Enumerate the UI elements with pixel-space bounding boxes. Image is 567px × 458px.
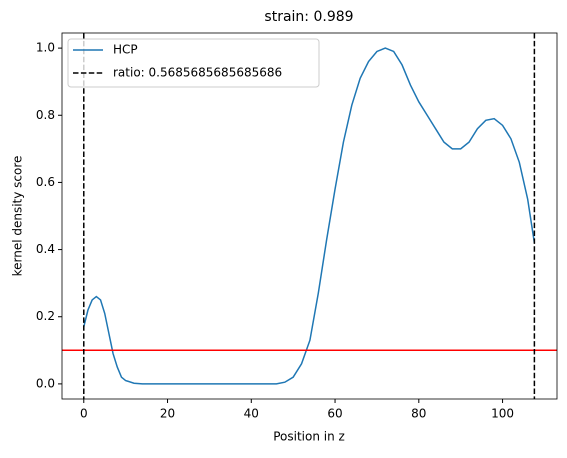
y-tick-label: 0.4 [36, 242, 55, 256]
y-tick-label: 0.8 [36, 108, 55, 122]
legend-label: HCP [113, 43, 138, 57]
x-tick-label: 20 [160, 407, 175, 421]
data-line [83, 47, 536, 385]
y-tick-label: 1.0 [36, 41, 55, 55]
x-tick-label: 100 [491, 407, 514, 421]
y-tick-label: 0.0 [36, 376, 55, 390]
x-axis-label: Position in z [273, 430, 345, 444]
y-tick-label: 0.6 [36, 175, 55, 189]
legend-box [67, 38, 320, 88]
chart-title: strain: 0.989 [264, 9, 353, 25]
x-tick-label: 0 [80, 407, 88, 421]
y-tick-label: 0.2 [36, 309, 55, 323]
y-axis-label: kernel density score [11, 156, 25, 277]
plot-frame [61, 32, 558, 400]
x-tick-label: 80 [411, 407, 426, 421]
x-tick-label: 60 [327, 407, 342, 421]
x-tick-label: 40 [244, 407, 259, 421]
legend-label: ratio: 0.5685685685685686 [113, 66, 282, 80]
